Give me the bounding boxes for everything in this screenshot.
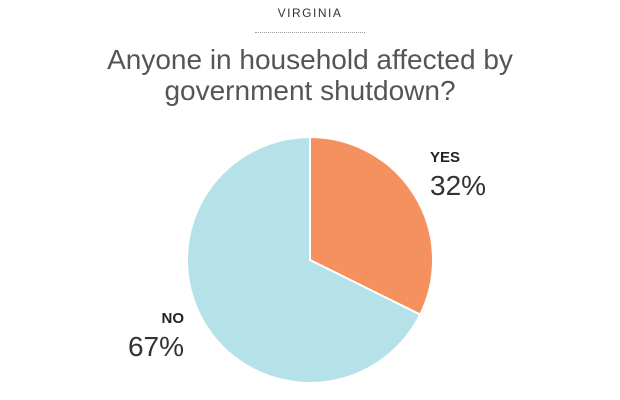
slice-label: NO [162, 310, 185, 327]
divider [255, 32, 365, 33]
pie-slice [186, 135, 422, 384]
slice-value: 32% [430, 170, 486, 201]
chart-title: Anyone in household affected by governme… [107, 44, 513, 106]
slice-value: 67% [128, 331, 184, 362]
slice-label: YES [430, 149, 460, 166]
supertitle: VIRGINIA [277, 6, 343, 20]
pie-slice [309, 135, 434, 316]
